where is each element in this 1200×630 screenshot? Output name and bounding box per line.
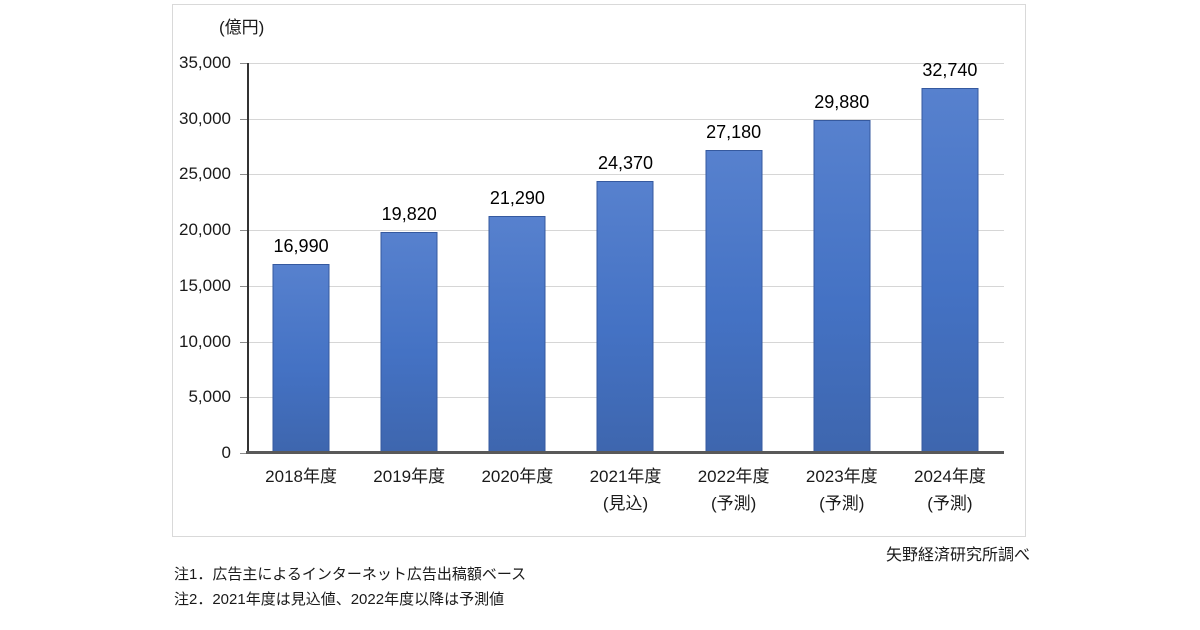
bar-slot-2019年度: 19,820: [355, 63, 463, 453]
x-category-year: 2018年度: [265, 467, 337, 486]
x-category-year: 2023年度: [805, 467, 878, 486]
bar-value-label-2023年度: 29,880: [814, 92, 870, 113]
y-tick-label-25,000: 25,000: [179, 164, 231, 184]
bar-value-label-2019年度: 19,820: [381, 204, 437, 225]
source-attribution: 矢野経済研究所調べ: [885, 547, 1030, 564]
y-tick-25,000: [240, 174, 247, 176]
bar-2023年度: [813, 120, 871, 453]
x-category-label-2024年度: 2024年度 (予測): [896, 465, 1004, 516]
bar-slot-2020年度: 21,290: [463, 63, 571, 453]
y-tick-5,000: [240, 397, 247, 399]
bar-2021年度: [596, 181, 654, 453]
bar-slot-2018年度: 16,990: [247, 63, 355, 453]
x-category-year: 2022年度: [697, 467, 770, 486]
x-category-label-2019年度: 2019年度: [355, 465, 463, 489]
y-tick-label-5,000: 5,000: [188, 387, 231, 407]
x-category-label-2020年度: 2020年度: [463, 465, 571, 489]
x-axis-line: [246, 451, 1004, 454]
x-axis-category-labels: 2018年度 2019年度 2020年度 2021年度 (見込) 2022年度 (予測) 20…: [247, 465, 1004, 535]
bar-slot-2024年度: 32,740: [896, 60, 1004, 453]
x-category-year: 2024年度: [914, 467, 986, 486]
x-category-qualifier: (予測): [710, 494, 757, 513]
y-tick-label-15,000: 15,000: [179, 275, 231, 295]
bar-value-label-2021年度: 24,370: [597, 153, 654, 174]
bar-value-label-2024年度: 32,740: [922, 60, 978, 81]
bar-2019年度: [380, 232, 438, 453]
footnote-line-1: 注1．広告主によるインターネット広告出稿額ベース: [174, 566, 527, 583]
bar-slot-2022年度: 27,180: [680, 63, 788, 453]
x-category-year: 2019年度: [373, 467, 446, 486]
x-category-qualifier: (予測): [819, 494, 865, 513]
gridline-30,000: [247, 118, 1004, 120]
y-tick-label-10,000: 10,000: [179, 331, 231, 351]
y-tick-35,000: [240, 63, 247, 64]
footnotes: 注1．広告主によるインターネット広告出稿額ベース 注2．2021年度は見込値、2…: [174, 562, 526, 612]
y-tick-0: [240, 453, 247, 454]
x-category-label-2021年度: 2021年度 (見込): [571, 465, 679, 516]
y-axis-line: [247, 63, 249, 453]
x-category-year: 2021年度: [589, 467, 662, 486]
y-axis-unit-label: (億円): [219, 18, 265, 37]
x-category-qualifier: (見込): [602, 494, 649, 513]
y-tick-10,000: [240, 341, 247, 343]
y-tick-label-20,000: 20,000: [179, 220, 231, 240]
x-category-label-2018年度: 2018年度: [247, 465, 355, 489]
gridline-25,000: [247, 174, 1004, 176]
y-tick-label-30,000: 30,000: [179, 108, 231, 128]
gridline-35,000: [247, 63, 1004, 64]
footnote-line-2: 注2．2021年度は見込値、2022年度以降は予測値: [174, 591, 505, 608]
bar-slot-2023年度: 29,880: [788, 63, 896, 453]
y-tick-20,000: [240, 230, 247, 232]
y-tick-15,000: [240, 285, 247, 287]
chart-frame: (億円) 16,990 19,820 21,290 24,370 27,180 29,88…: [172, 4, 1026, 537]
bar-value-label-2020年度: 21,290: [489, 187, 545, 208]
x-category-year: 2020年度: [481, 467, 554, 486]
bar-2018年度: [272, 263, 330, 453]
y-tick-label-0: 0: [221, 443, 231, 462]
y-tick-label-35,000: 35,000: [179, 53, 231, 72]
bar-2020年度: [488, 215, 546, 453]
x-category-label-2023年度: 2023年度 (予測): [788, 465, 896, 516]
plot-area: 16,990 19,820 21,290 24,370 27,180 29,880 32,7…: [240, 60, 1004, 454]
y-tick-30,000: [240, 118, 247, 120]
bar-2022年度: [705, 150, 763, 453]
bar-slot-2021年度: 24,370: [571, 63, 679, 453]
x-category-qualifier: (予測): [927, 494, 973, 513]
bar-2024年度: [921, 88, 979, 453]
x-category-label-2022年度: 2022年度 (予測): [680, 465, 788, 516]
bar-value-label-2018年度: 16,990: [273, 235, 329, 256]
bar-value-label-2022年度: 27,180: [706, 122, 762, 143]
